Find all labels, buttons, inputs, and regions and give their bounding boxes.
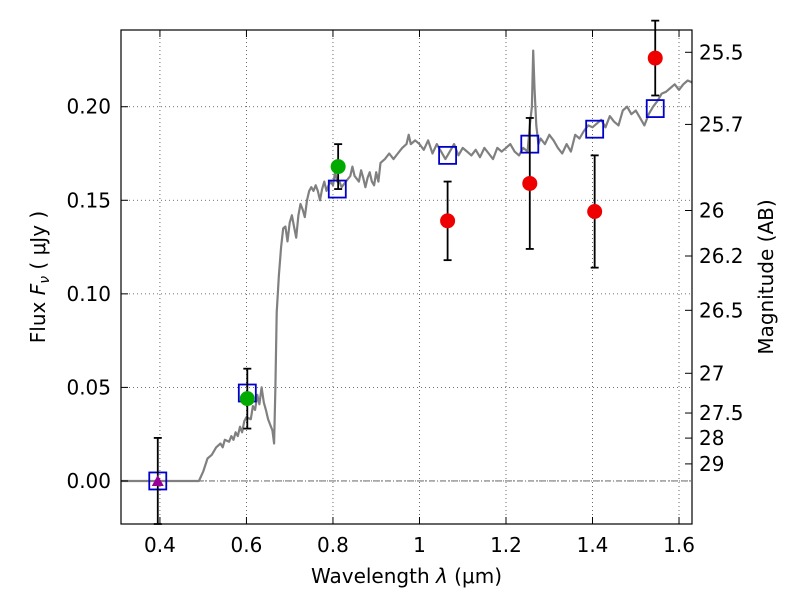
upper-limit-triangle: [151, 474, 164, 486]
mag-tick-label: 27: [699, 361, 724, 385]
data-point: [440, 213, 456, 229]
x-axis-label-unit: (μm): [448, 564, 502, 588]
y-axis-label-symbol: F: [26, 283, 50, 295]
plot-frame: [120, 29, 693, 525]
spectrum-line: [121, 49, 693, 483]
y-axis-label: Flux Fν ( μJy ): [26, 211, 53, 343]
x-tick-label: 1: [413, 533, 426, 557]
y-tick-label: 0.05: [66, 375, 111, 399]
y-tick-label: 0.10: [66, 282, 111, 306]
chart-marks: [121, 19, 693, 525]
x-tick-label: 0.8: [317, 533, 349, 557]
x-axis-label-main: Wavelength: [311, 564, 436, 588]
y-tick-label: 0.15: [66, 188, 111, 212]
y-tick-label: 0.00: [66, 469, 111, 493]
right-axis-label: Magnitude (AB): [754, 199, 778, 354]
x-tick-label: 0.4: [144, 533, 176, 557]
model-square: [645, 99, 665, 118]
mag-tick-label: 25.7: [699, 112, 744, 136]
mag-tick-label: 25.5: [699, 40, 744, 64]
mag-tick-label: 26: [699, 198, 724, 222]
data-point: [330, 159, 346, 175]
y-tick-label: 0.20: [66, 95, 111, 119]
axis-ticks: 0.4 0.6 0.8 1 1.2 1.4 1.6 0.00 0.05 0.10 0.15 0.20 2…: [66, 30, 744, 557]
data-point: [647, 50, 663, 66]
data-point: [239, 391, 255, 407]
data-point: [587, 204, 603, 220]
x-tick-label: 1.6: [663, 533, 695, 557]
grid-lines: [121, 30, 692, 524]
x-axis-label-symbol: λ: [435, 564, 448, 588]
y-axis-label-main: Flux: [26, 295, 50, 343]
x-tick-label: 0.6: [231, 533, 263, 557]
data-point: [522, 175, 538, 191]
mag-tick-label: 28: [699, 426, 724, 450]
mag-tick-label: 29: [699, 452, 724, 476]
x-tick-label: 1.4: [577, 533, 609, 557]
x-tick-label: 1.2: [490, 533, 522, 557]
model-square: [585, 119, 605, 139]
y-axis-label-unit: ( μJy ): [26, 211, 50, 276]
model-square: [438, 145, 457, 165]
mag-tick-label: 27.5: [699, 401, 744, 425]
mag-tick-label: 26.5: [699, 298, 744, 322]
mag-tick-label: 26.2: [699, 244, 744, 268]
x-axis-label: Wavelength λ (μm): [311, 564, 502, 588]
y-axis-label-sub: ν: [37, 276, 53, 284]
